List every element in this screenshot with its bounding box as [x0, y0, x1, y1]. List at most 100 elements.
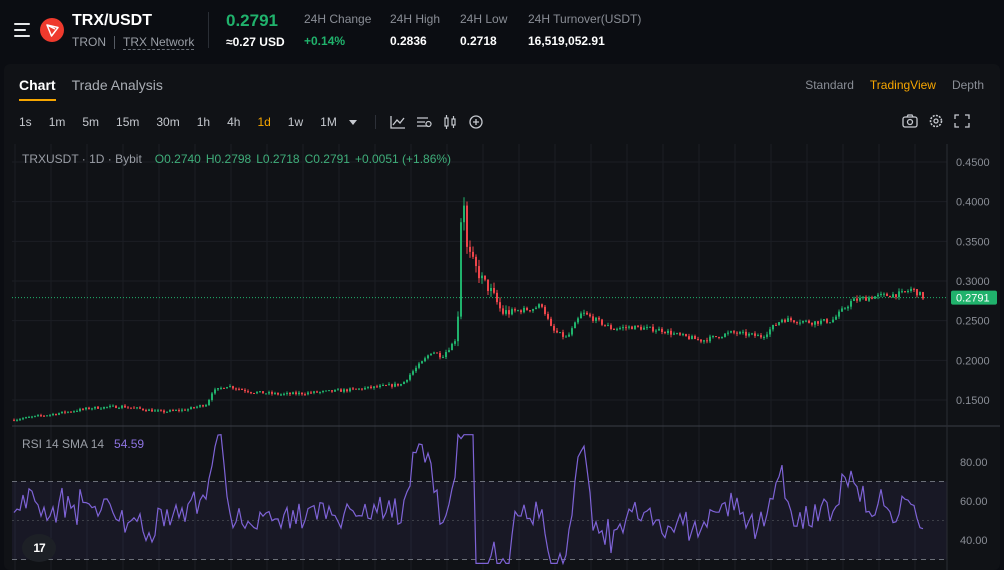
- candles-icon[interactable]: [442, 115, 458, 129]
- candle-body: [625, 327, 627, 329]
- candle-body: [577, 318, 579, 323]
- candle-body: [133, 407, 135, 409]
- candle-body: [190, 407, 192, 410]
- candle-body: [64, 411, 66, 413]
- view-tradingview[interactable]: TradingView: [869, 78, 936, 92]
- price-axis-label: 0.1500: [956, 395, 990, 407]
- candle-body: [322, 390, 324, 392]
- candle-body: [517, 310, 519, 312]
- add-icon[interactable]: [468, 115, 484, 129]
- candle-body: [199, 405, 201, 407]
- candle-body: [829, 322, 831, 324]
- candle-body: [877, 294, 879, 297]
- candle-body: [913, 288, 915, 290]
- menu-icon[interactable]: [14, 22, 32, 38]
- candle-body: [415, 367, 417, 372]
- candle-body: [790, 318, 792, 321]
- candle-body: [235, 388, 237, 390]
- candle-body: [883, 293, 885, 295]
- indicators-icon[interactable]: [416, 115, 432, 129]
- timeframe-4h[interactable]: 4h: [227, 115, 241, 129]
- tradingview-logo-icon[interactable]: 17: [22, 534, 56, 562]
- candle-body: [748, 333, 750, 336]
- candle-body: [634, 325, 636, 330]
- candle-body: [724, 333, 726, 337]
- candle-body: [496, 292, 498, 303]
- candle-body: [661, 328, 663, 333]
- chart-panel: Chart Trade Analysis Standard TradingVie…: [4, 64, 1000, 570]
- candle-body: [286, 392, 288, 394]
- stat-value: 16,519,052.91: [528, 34, 605, 48]
- timeframe-1s[interactable]: 1s: [19, 115, 32, 129]
- camera-icon[interactable]: [902, 114, 918, 128]
- candle-body: [670, 330, 672, 335]
- candle-body: [229, 386, 231, 388]
- timeframe-15m[interactable]: 15m: [116, 115, 140, 129]
- candle-body: [331, 390, 333, 392]
- candle-body: [514, 309, 516, 311]
- chevron-down-icon[interactable]: [345, 115, 361, 129]
- timeframe-1M[interactable]: 1M: [320, 115, 337, 129]
- network-name: TRON: [72, 35, 106, 49]
- candle-body: [61, 411, 63, 414]
- pair-name[interactable]: TRX/USDT: [72, 12, 152, 29]
- candle-body: [175, 409, 177, 411]
- candle-body: [313, 391, 315, 393]
- candle-body: [70, 411, 72, 413]
- view-depth[interactable]: Depth: [951, 78, 984, 92]
- timeframe-5m[interactable]: 5m: [82, 115, 100, 129]
- view-standard[interactable]: Standard: [805, 78, 854, 92]
- candle-body: [334, 389, 336, 392]
- candle-body: [700, 339, 702, 342]
- candle-body: [40, 415, 42, 417]
- candle-body: [787, 318, 789, 322]
- candle-body: [544, 306, 546, 314]
- candle-body: [766, 334, 768, 337]
- timeframe-1w[interactable]: 1w: [287, 115, 304, 129]
- candle-body: [862, 297, 864, 299]
- line-chart-icon[interactable]: [390, 115, 406, 129]
- candle-body: [172, 410, 174, 412]
- candle-body: [100, 408, 102, 410]
- candle-body: [106, 406, 108, 408]
- candle-body: [631, 326, 633, 330]
- fullscreen-icon[interactable]: [954, 114, 970, 128]
- timeframe-1d[interactable]: 1d: [257, 115, 271, 129]
- tab-trade-analysis[interactable]: Trade Analysis: [71, 77, 163, 93]
- chart-area[interactable]: TRXUSDT · 1D · Bybit O0.2740 H0.2798 L0.…: [12, 144, 1000, 570]
- candle-body: [325, 390, 327, 392]
- candle-body: [532, 309, 534, 311]
- stat-24h-turnover: 24H Turnover(USDT) 16,519,052.91: [528, 12, 641, 48]
- candle-body: [730, 331, 732, 333]
- candle-body: [220, 387, 222, 389]
- timeframe-30m[interactable]: 30m: [156, 115, 180, 129]
- price-chart[interactable]: 0.4500 0.4000 0.3500 0.3000 0.2500 0.2000 0.15…: [12, 144, 1000, 570]
- candle-body: [742, 331, 744, 333]
- stat-value: +0.14%: [304, 34, 346, 48]
- candle-body: [352, 388, 354, 390]
- candle-body: [733, 331, 735, 333]
- settings-icon[interactable]: [928, 114, 944, 128]
- candle-body: [559, 332, 561, 334]
- candle-body: [121, 405, 123, 408]
- candle-body: [529, 310, 531, 312]
- legend-low: L0.2718: [256, 152, 300, 166]
- candle-body: [682, 334, 684, 336]
- candle-body: [712, 336, 714, 338]
- candle-body: [298, 392, 300, 395]
- candle-body: [196, 406, 198, 408]
- tab-chart[interactable]: Chart: [19, 77, 56, 101]
- candle-body: [781, 319, 783, 323]
- timeframe-1m[interactable]: 1m: [48, 115, 66, 129]
- network-link[interactable]: TRX Network: [123, 35, 195, 50]
- price-axis-label: 0.3000: [956, 276, 990, 288]
- candle-body: [778, 322, 780, 325]
- candle-body: [343, 389, 345, 392]
- candle-body: [265, 393, 267, 395]
- candle-body: [757, 335, 759, 337]
- candle-body: [76, 411, 78, 413]
- timeframe-1h[interactable]: 1h: [196, 115, 211, 129]
- candle-body: [295, 392, 297, 395]
- candle-body: [493, 288, 495, 293]
- candle-body: [16, 419, 18, 421]
